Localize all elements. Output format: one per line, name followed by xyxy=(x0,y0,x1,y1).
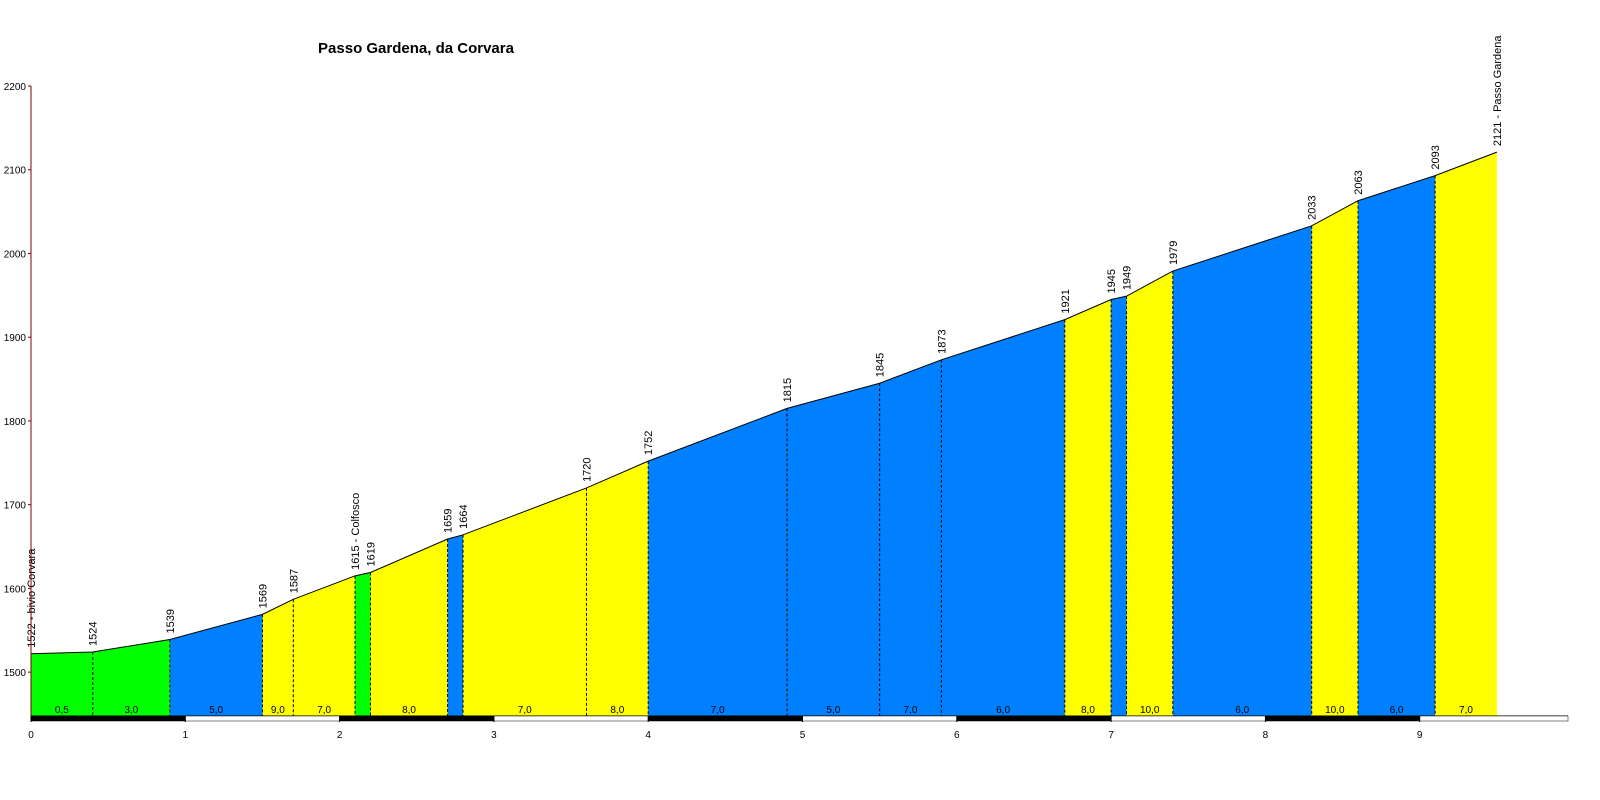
elevation-label: 2033 xyxy=(1307,195,1319,219)
grade-segment xyxy=(169,614,263,716)
grade-segment xyxy=(1357,175,1436,716)
km-band xyxy=(802,715,958,722)
km-band xyxy=(956,715,1112,722)
km-band xyxy=(339,715,495,722)
grade-label: 6,0 xyxy=(996,705,1010,716)
elevation-label: 1664 xyxy=(458,504,470,528)
grade-segment xyxy=(1126,271,1173,716)
grade-segment xyxy=(648,408,788,716)
grade-segment xyxy=(586,461,649,716)
grade-label: 0,5 xyxy=(55,705,69,716)
y-tick-label: 1900 xyxy=(4,333,27,344)
x-tick-label: 4 xyxy=(645,730,651,741)
km-band xyxy=(1265,715,1420,722)
grade-label: 6,0 xyxy=(1390,705,1404,716)
grade-label: 8,0 xyxy=(402,705,416,716)
elevation-label: 2063 xyxy=(1353,170,1365,194)
grade-segment xyxy=(262,599,294,716)
x-tick-label: 7 xyxy=(1108,730,1114,741)
grade-segment xyxy=(1311,200,1358,716)
x-tick-label: 2 xyxy=(337,730,343,741)
grade-label: 5,0 xyxy=(209,705,223,716)
elevation-label: 1815 xyxy=(782,378,794,402)
grade-label: 7,0 xyxy=(518,705,532,716)
y-tick-label: 1600 xyxy=(4,584,27,595)
elevation-label: 1587 xyxy=(288,569,300,593)
grade-segment xyxy=(31,652,93,716)
km-band xyxy=(493,715,649,722)
elevation-label: 1659 xyxy=(443,509,455,533)
grade-segment xyxy=(447,534,464,716)
y-tick-label: 1800 xyxy=(4,417,27,428)
elevation-label: 1873 xyxy=(936,329,948,353)
grade-label: 5,0 xyxy=(826,705,840,716)
grade-segment xyxy=(92,639,170,716)
elevation-label: 1615 - Colfosco xyxy=(350,493,362,570)
grade-label: 10,0 xyxy=(1325,705,1345,716)
elevation-label: 1979 xyxy=(1168,241,1180,265)
y-tick-label: 2000 xyxy=(4,249,27,260)
elevation-label: 1720 xyxy=(581,457,593,481)
elevation-label: 1522 - bivio Corvara xyxy=(26,548,38,648)
elevation-label: 1569 xyxy=(257,584,269,608)
km-band xyxy=(30,715,186,722)
grade-segment xyxy=(941,319,1065,716)
x-tick-label: 5 xyxy=(800,730,806,741)
x-tick-label: 6 xyxy=(954,730,960,741)
km-band xyxy=(647,715,803,722)
elevation-label: 1524 xyxy=(88,622,100,646)
grade-label: 7,0 xyxy=(317,705,331,716)
y-tick-label: 2100 xyxy=(4,166,27,177)
profile-line xyxy=(30,151,1498,655)
grade-label: 6,0 xyxy=(1235,705,1249,716)
grade-label: 10,0 xyxy=(1140,705,1160,716)
elevation-label: 1845 xyxy=(875,353,887,377)
elevation-label: 1752 xyxy=(643,431,655,455)
grade-label: 7,0 xyxy=(904,705,918,716)
elevation-label: 1949 xyxy=(1122,266,1134,290)
grade-segment xyxy=(879,359,942,716)
grade-segment xyxy=(1111,296,1127,716)
elevation-label: 1619 xyxy=(365,542,377,566)
grade-label: 9,0 xyxy=(271,705,285,716)
elevation-label: 1921 xyxy=(1060,289,1072,313)
elevation-label: 2093 xyxy=(1430,145,1442,169)
grade-label: 3,0 xyxy=(124,705,138,716)
grade-segment xyxy=(355,572,371,716)
km-band xyxy=(1419,715,1569,722)
grade-segment xyxy=(293,575,356,716)
grade-segment xyxy=(1172,225,1312,717)
grade-segment xyxy=(370,538,448,716)
grade-segment xyxy=(787,383,880,716)
x-tick-label: 9 xyxy=(1417,730,1423,741)
km-band xyxy=(185,715,340,722)
x-tick-label: 3 xyxy=(491,730,497,741)
grade-segment xyxy=(1435,152,1497,716)
grade-segment xyxy=(463,487,587,716)
y-tick-label: 1700 xyxy=(4,501,27,512)
elevation-label: 1539 xyxy=(165,609,177,633)
x-tick-label: 1 xyxy=(183,730,189,741)
x-tick-label: 8 xyxy=(1263,730,1269,741)
chart-title: Passo Gardena, da Corvara xyxy=(318,40,515,57)
x-tick-label: 0 xyxy=(28,730,34,741)
grade-label: 8,0 xyxy=(1081,705,1095,716)
km-band xyxy=(1110,715,1266,722)
grade-label: 8,0 xyxy=(610,705,624,716)
y-tick-label: 2200 xyxy=(4,82,27,93)
grade-segment xyxy=(1064,299,1112,716)
elevation-label: 1945 xyxy=(1106,269,1118,293)
y-tick-label: 1500 xyxy=(4,668,27,679)
grade-label: 7,0 xyxy=(711,705,725,716)
grade-label: 7,0 xyxy=(1459,705,1473,716)
elevation-label: 2121 - Passo Gardena xyxy=(1492,35,1504,147)
